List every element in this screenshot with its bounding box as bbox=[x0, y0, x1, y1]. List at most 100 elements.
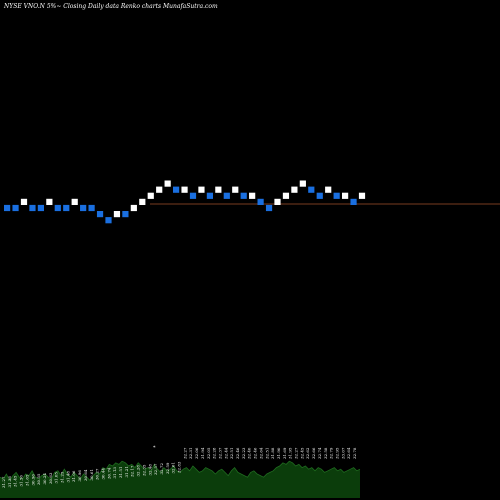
tick-label-15: 30.61 bbox=[89, 469, 94, 480]
up-brick-34 bbox=[291, 186, 298, 193]
up-brick-5 bbox=[46, 198, 53, 205]
tick-label-58: 33.07 bbox=[340, 447, 345, 459]
tick-label-36: 32.28 bbox=[212, 447, 217, 459]
tick-label-27: 32.72 bbox=[159, 463, 164, 475]
tick-label-16: 30.27 bbox=[95, 468, 100, 480]
tick-label-34: 31.94 bbox=[200, 447, 205, 459]
tick-label-11: 31.48 bbox=[65, 471, 70, 483]
down-brick-12 bbox=[105, 217, 112, 224]
tick-label-21: 31.21 bbox=[124, 466, 129, 477]
tick-label-24: 32.35 bbox=[141, 464, 146, 476]
down-brick-1 bbox=[12, 204, 19, 212]
tick-label-22: 32.17 bbox=[130, 465, 135, 477]
down-brick-28 bbox=[240, 192, 247, 199]
tick-label-30: 32.83 bbox=[177, 461, 182, 473]
tick-label-48: 31.69 bbox=[282, 447, 287, 459]
tick-label-5: 30.96 bbox=[30, 474, 35, 486]
tick-label-7: 30.24 bbox=[42, 473, 47, 485]
tick-label-59: 32.64 bbox=[346, 447, 351, 459]
footer-marker: * bbox=[153, 445, 156, 451]
down-brick-41 bbox=[350, 198, 357, 205]
down-brick-6 bbox=[54, 204, 61, 212]
tick-label-46: 31.88 bbox=[270, 447, 275, 459]
tick-label-55: 32.58 bbox=[323, 447, 328, 459]
tick-label-33: 32.06 bbox=[194, 447, 199, 459]
tick-label-50: 32.27 bbox=[294, 447, 299, 459]
tick-label-29: 32.61 bbox=[171, 462, 176, 473]
down-brick-7 bbox=[63, 204, 70, 212]
tick-label-32: 32.31 bbox=[188, 448, 193, 459]
up-brick-35 bbox=[299, 180, 306, 187]
tick-label-13: 30.96 bbox=[77, 470, 82, 482]
tick-label-52: 32.62 bbox=[305, 447, 310, 459]
down-brick-14 bbox=[122, 211, 129, 218]
tick-label-43: 32.46 bbox=[253, 447, 258, 459]
down-brick-31 bbox=[265, 204, 273, 212]
up-brick-38 bbox=[325, 186, 332, 193]
down-brick-22 bbox=[189, 192, 197, 199]
tick-label-23: 32.28 bbox=[136, 465, 141, 477]
tick-label-37: 32.37 bbox=[217, 447, 222, 459]
tick-label-3: 31.56 bbox=[19, 475, 24, 487]
down-brick-36 bbox=[308, 186, 315, 193]
volume-area bbox=[0, 461, 360, 498]
tick-label-54: 32.74 bbox=[317, 447, 322, 459]
tick-label-28: 32.59 bbox=[165, 462, 170, 474]
tick-label-49: 31.95 bbox=[288, 447, 293, 459]
tick-label-44: 32.64 bbox=[258, 447, 263, 459]
up-brick-16 bbox=[139, 198, 146, 205]
tick-label-18: 30.74 bbox=[106, 467, 111, 479]
down-brick-20 bbox=[173, 186, 180, 193]
up-brick-33 bbox=[282, 192, 290, 199]
up-brick-15 bbox=[130, 204, 137, 212]
tick-label-38: 32.44 bbox=[223, 447, 228, 459]
up-brick-32 bbox=[274, 198, 281, 205]
tick-label-4: 31.65 bbox=[24, 474, 29, 486]
tick-label-56: 32.79 bbox=[329, 447, 334, 459]
up-brick-29 bbox=[249, 192, 256, 199]
up-brick-25 bbox=[215, 186, 222, 193]
down-brick-37 bbox=[316, 192, 323, 199]
tick-label-26: 32.57 bbox=[153, 463, 158, 475]
tick-label-17: 30.44 bbox=[100, 468, 105, 480]
tick-label-20: 31.51 bbox=[118, 467, 123, 478]
tick-label-1: 31.36 bbox=[7, 476, 12, 488]
tick-label-45: 32.51 bbox=[264, 448, 269, 459]
up-brick-42 bbox=[358, 192, 366, 199]
tick-label-layer: 31.27 31.36 31.45 31.56 31.65 30.96 30.55 30.24… bbox=[1, 447, 357, 488]
tick-label-19: 31.13 bbox=[112, 467, 117, 479]
down-brick-11 bbox=[96, 211, 104, 218]
down-brick-10 bbox=[88, 204, 95, 212]
down-brick-9 bbox=[80, 204, 87, 212]
up-brick-8 bbox=[71, 198, 78, 205]
tick-label-10: 31.25 bbox=[60, 471, 65, 483]
tick-label-14: 30.64 bbox=[83, 469, 88, 481]
tick-label-31: 32.27 bbox=[182, 447, 187, 459]
down-brick-3 bbox=[29, 204, 36, 212]
down-brick-39 bbox=[333, 192, 340, 199]
chart-title: NYSE VNO.N 5%~ Closing Daily data Renko … bbox=[3, 3, 218, 10]
tick-label-60: 32.78 bbox=[352, 447, 357, 459]
up-brick-40 bbox=[342, 192, 349, 199]
tick-label-6: 30.55 bbox=[36, 473, 41, 485]
tick-label-41: 32.23 bbox=[241, 447, 246, 459]
up-brick-17 bbox=[147, 192, 154, 199]
tick-label-12: 31.06 bbox=[71, 470, 76, 482]
up-brick-13 bbox=[113, 211, 121, 218]
up-brick-19 bbox=[164, 180, 171, 187]
tick-label-51: 32.45 bbox=[299, 447, 304, 459]
tick-label-42: 32.40 bbox=[247, 447, 252, 459]
tick-label-0: 31.27 bbox=[1, 476, 6, 488]
up-brick-23 bbox=[198, 186, 205, 193]
up-brick-18 bbox=[156, 186, 163, 193]
down-brick-0 bbox=[4, 204, 11, 212]
up-brick-2 bbox=[20, 198, 28, 205]
tick-label-2: 31.45 bbox=[13, 475, 18, 487]
down-brick-30 bbox=[257, 198, 264, 205]
down-brick-4 bbox=[37, 204, 44, 212]
tick-label-9: 31.05 bbox=[54, 472, 59, 484]
brick-layer bbox=[4, 180, 366, 224]
down-brick-26 bbox=[223, 192, 230, 199]
